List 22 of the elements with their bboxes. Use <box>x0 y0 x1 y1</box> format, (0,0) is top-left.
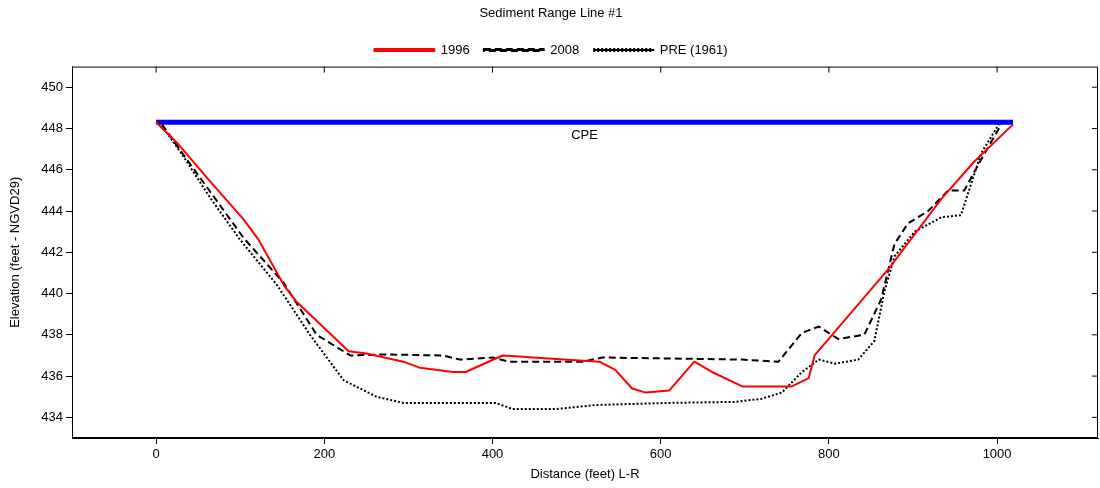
y-tick-label: 436 <box>41 367 63 383</box>
x-tick-label: 400 <box>481 446 504 462</box>
x-tick-label: 0 <box>152 446 160 462</box>
series-label: CPE <box>571 127 599 143</box>
legend-label: 2008 <box>550 41 580 57</box>
x-tick-label: 1000 <box>982 446 1012 462</box>
x-tick-label: 600 <box>649 446 672 462</box>
y-tick-label: 450 <box>41 78 63 94</box>
y-tick-label: 434 <box>41 408 63 424</box>
y-axis-title: Elevation (feet - NGVD29) <box>7 176 23 328</box>
legend-label: 1996 <box>440 41 470 57</box>
chart-title: Sediment Range Line #1 <box>479 5 623 21</box>
y-tick-label: 442 <box>41 243 63 259</box>
y-tick-label: 440 <box>41 285 63 301</box>
y-tick-label: 448 <box>41 120 63 136</box>
x-axis-title: Distance (feet) L-R <box>530 465 640 481</box>
y-tick-label: 444 <box>41 202 63 218</box>
y-tick-label: 438 <box>41 326 63 342</box>
x-tick-label: 200 <box>313 446 336 462</box>
y-tick-label: 446 <box>41 161 63 177</box>
legend-label: PRE (1961) <box>659 41 728 57</box>
x-tick-label: 800 <box>818 446 840 462</box>
